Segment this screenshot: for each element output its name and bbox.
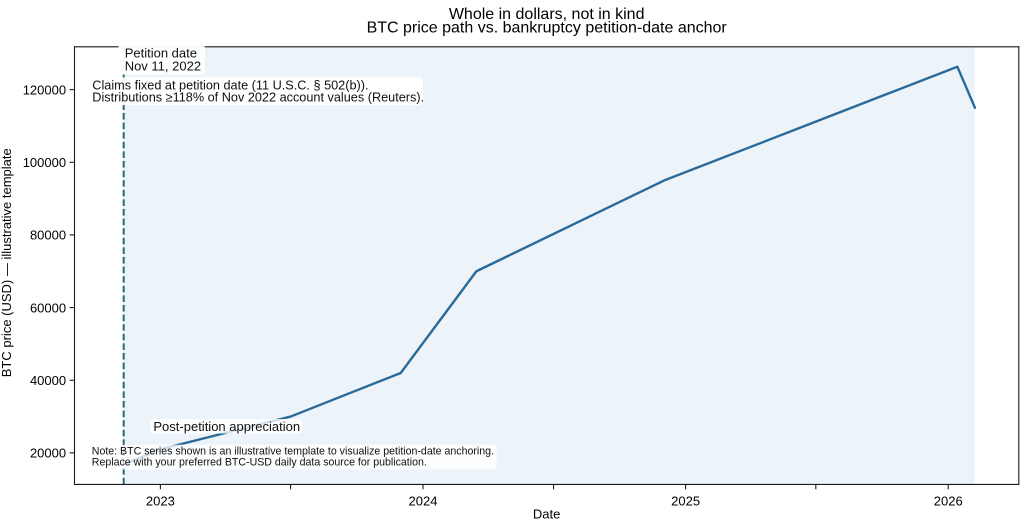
svg-text:100000: 100000 xyxy=(23,155,66,170)
svg-text:Distributions ≥118% of Nov 202: Distributions ≥118% of Nov 2022 account … xyxy=(92,91,424,105)
svg-text:120000: 120000 xyxy=(23,82,66,97)
svg-text:40000: 40000 xyxy=(30,373,66,388)
svg-text:Whole in dollars, not in kind: Whole in dollars, not in kind xyxy=(449,6,645,23)
svg-text:BTC price (USD) — illustrative: BTC price (USD) — illustrative template xyxy=(0,148,14,377)
svg-text:60000: 60000 xyxy=(30,300,66,315)
svg-text:Note: BTC series shown is an i: Note: BTC series shown is an illustrativ… xyxy=(92,445,494,457)
svg-text:Claims fixed at petition date: Claims fixed at petition date (11 U.S.C.… xyxy=(92,79,368,93)
svg-text:Petition date: Petition date xyxy=(125,46,197,61)
svg-text:2023: 2023 xyxy=(146,494,175,509)
svg-text:2026: 2026 xyxy=(934,494,963,509)
svg-text:Nov 11, 2022: Nov 11, 2022 xyxy=(125,59,201,74)
svg-text:Date: Date xyxy=(533,506,560,521)
svg-text:2024: 2024 xyxy=(409,494,438,509)
svg-text:2025: 2025 xyxy=(671,494,700,509)
svg-text:80000: 80000 xyxy=(30,228,66,243)
svg-text:20000: 20000 xyxy=(30,446,66,461)
svg-text:Post-petition appreciation: Post-petition appreciation xyxy=(153,419,300,434)
svg-text:BTC price path vs. bankruptcy: BTC price path vs. bankruptcy petition-d… xyxy=(367,20,728,37)
svg-text:Replace with your preferred BT: Replace with your preferred BTC-USD dail… xyxy=(92,457,427,469)
